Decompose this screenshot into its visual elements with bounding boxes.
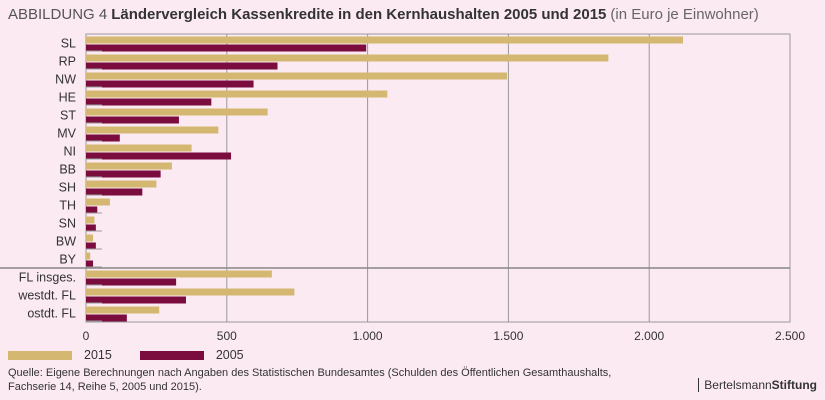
- legend-item-2015: 2015: [8, 348, 112, 362]
- category-label: BB: [59, 163, 76, 177]
- bar-2005: [86, 116, 179, 124]
- title-main: Ländervergleich Kassenkredite in den Ker…: [111, 6, 607, 23]
- brand-part1: Bertelsmann: [704, 378, 772, 392]
- bar-2005: [86, 134, 120, 142]
- bar-2015: [86, 234, 94, 242]
- brand-logo: BertelsmannStiftung: [698, 378, 817, 392]
- category-label: ostdt. FL: [27, 307, 76, 321]
- legend-label-2005: 2005: [215, 348, 244, 362]
- figure-label: ABBILDUNG 4: [8, 6, 108, 23]
- chart-title: ABBILDUNG 4 Ländervergleich Kassenkredite…: [8, 6, 759, 23]
- bar-2015: [86, 162, 172, 170]
- bar-2015: [86, 180, 157, 188]
- bar-2005: [86, 98, 212, 106]
- legend: 2015 2005: [8, 348, 272, 362]
- category-label: SN: [59, 217, 76, 231]
- bar-2015: [86, 72, 507, 80]
- bar-2005: [86, 242, 96, 250]
- source-note: Quelle: Eigene Berechnungen nach Angaben…: [8, 367, 612, 393]
- x-tick-label: 500: [217, 329, 237, 343]
- bar-2015: [86, 108, 268, 116]
- bar-2005: [86, 260, 94, 268]
- bar-2015: [86, 90, 388, 98]
- bar-2005: [86, 62, 278, 70]
- bar-2005: [86, 224, 96, 232]
- category-label: NW: [55, 73, 76, 87]
- bar-2005: [86, 296, 186, 304]
- category-label: HE: [59, 91, 76, 105]
- bar-2015: [86, 36, 683, 44]
- category-label: BY: [59, 253, 76, 267]
- category-label: westdt. FL: [17, 289, 76, 303]
- bar-2015: [86, 270, 272, 278]
- plot-frame: [85, 33, 791, 323]
- bar-2005: [86, 206, 98, 214]
- category-label: FL insges.: [19, 271, 76, 285]
- category-label: ST: [60, 109, 76, 123]
- bar-2015: [86, 252, 91, 260]
- x-tick-label: 1.500: [493, 329, 523, 343]
- category-label: RP: [59, 55, 76, 69]
- legend-swatch-2005: [139, 350, 204, 360]
- bar-2015: [86, 126, 219, 134]
- x-tick-label: 2.500: [775, 329, 805, 343]
- bar-2015: [86, 288, 295, 296]
- category-label: MV: [57, 127, 76, 141]
- category-label: SL: [61, 37, 76, 51]
- category-label: BW: [56, 235, 76, 249]
- bar-2005: [86, 44, 367, 52]
- legend-swatch-2015: [8, 350, 72, 360]
- bar-2015: [86, 216, 95, 224]
- category-label: SH: [59, 181, 76, 195]
- bar-2015: [86, 144, 192, 152]
- bar-2005: [86, 152, 232, 160]
- category-label: TH: [59, 199, 76, 213]
- bar-2015: [86, 198, 110, 206]
- bar-2005: [86, 170, 161, 178]
- brand-part2: Stiftung: [771, 378, 817, 392]
- bar-2015: [86, 54, 609, 62]
- bar-2005: [86, 314, 127, 322]
- x-tick-label: 0: [83, 329, 90, 343]
- bar-2005: [86, 188, 143, 196]
- x-tick-label: 1.000: [353, 329, 383, 343]
- bar-2005: [86, 278, 177, 286]
- bar-2015: [86, 306, 160, 314]
- bar-chart: 0 500 1.000 1.500 2.000 2.500 SL RP NW HE ST MV NI BB…: [0, 33, 805, 343]
- x-tick-label: 2.000: [634, 329, 664, 343]
- category-label: NI: [64, 145, 77, 159]
- legend-item-2005: 2005: [139, 348, 244, 362]
- bar-2005: [86, 80, 254, 88]
- title-unit: (in Euro je Einwohner): [610, 6, 759, 23]
- legend-label-2015: 2015: [84, 348, 112, 362]
